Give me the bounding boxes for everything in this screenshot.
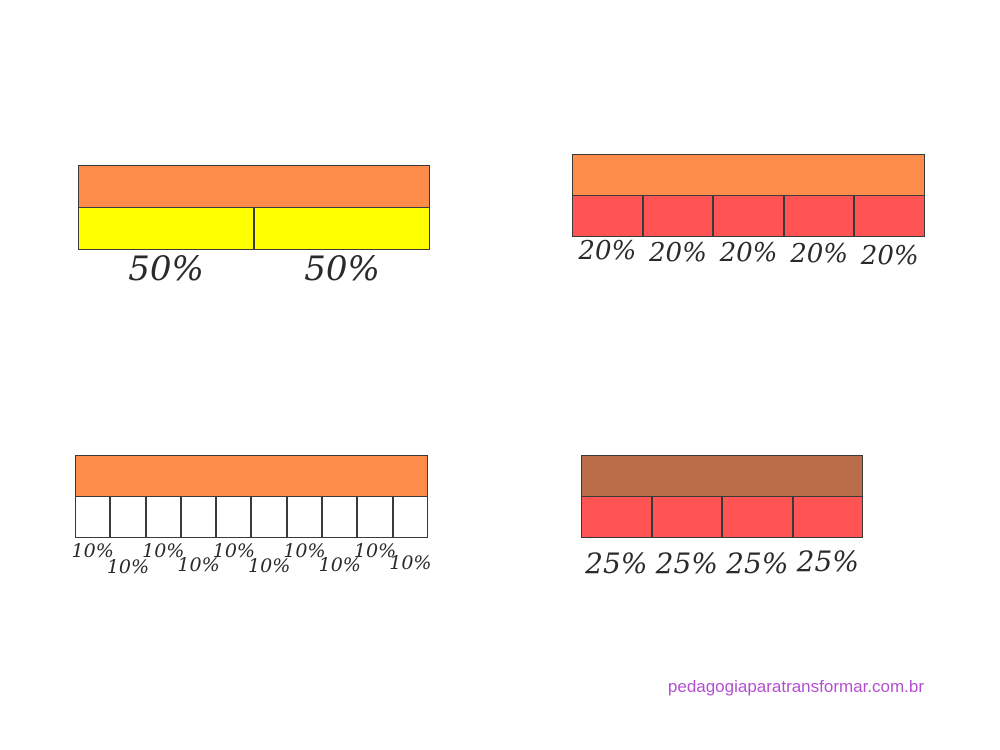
- part-cell: [357, 496, 393, 538]
- percent-label: 10%: [318, 554, 361, 576]
- percent-label: 20%: [860, 241, 919, 271]
- percent-label: 10%: [177, 554, 220, 576]
- part-cell: [783, 195, 855, 237]
- whole-bar-tenths: [75, 455, 428, 497]
- part-cell: [792, 496, 863, 538]
- part-cell: [110, 496, 146, 538]
- part-cell: [642, 195, 714, 237]
- percent-label: 20%: [578, 236, 637, 266]
- part-cell: [254, 207, 430, 250]
- percent-label: 25%: [726, 547, 789, 580]
- whole-bar-fifths: [572, 154, 925, 196]
- percent-label: 50%: [128, 249, 204, 289]
- website-footer: pedagogiaparatransformar.com.br: [667, 677, 924, 696]
- percent-label: 10%: [248, 555, 291, 577]
- part-cell: [145, 496, 181, 538]
- parts-row-fifths: [572, 195, 925, 237]
- parts-row-quarters: [581, 496, 863, 538]
- percent-label: 25%: [585, 547, 648, 580]
- percent-label: 10%: [106, 556, 150, 578]
- part-cell: [854, 195, 925, 237]
- percent-label: 25%: [655, 547, 718, 580]
- part-cell: [180, 496, 217, 538]
- percent-label: 10%: [142, 540, 185, 562]
- percent-label: 10%: [353, 540, 397, 562]
- percent-label: 25%: [796, 545, 859, 578]
- part-cell: [286, 496, 323, 538]
- part-cell: [651, 496, 722, 538]
- percent-label: 10%: [283, 540, 326, 562]
- part-cell: [78, 207, 254, 250]
- part-cell: [251, 496, 287, 538]
- parts-row-tenths: [75, 496, 428, 538]
- whole-bar-halves: [78, 165, 430, 208]
- percent-label: 10%: [71, 540, 114, 562]
- percent-label: 10%: [212, 540, 255, 562]
- percent-label: 20%: [648, 238, 707, 268]
- parts-row-halves: [78, 207, 430, 250]
- part-cell: [75, 496, 111, 538]
- percent-label: 20%: [719, 238, 778, 268]
- part-cell: [322, 496, 358, 538]
- part-cell: [713, 195, 784, 237]
- percent-label: 10%: [389, 552, 432, 574]
- part-cell: [572, 195, 643, 237]
- whole-bar-quarters: [581, 455, 863, 497]
- part-cell: [392, 496, 428, 538]
- part-cell: [722, 496, 793, 538]
- part-cell: [581, 496, 652, 538]
- percent-label: 20%: [790, 239, 848, 269]
- part-cell: [216, 496, 252, 538]
- percent-label: 50%: [304, 249, 380, 289]
